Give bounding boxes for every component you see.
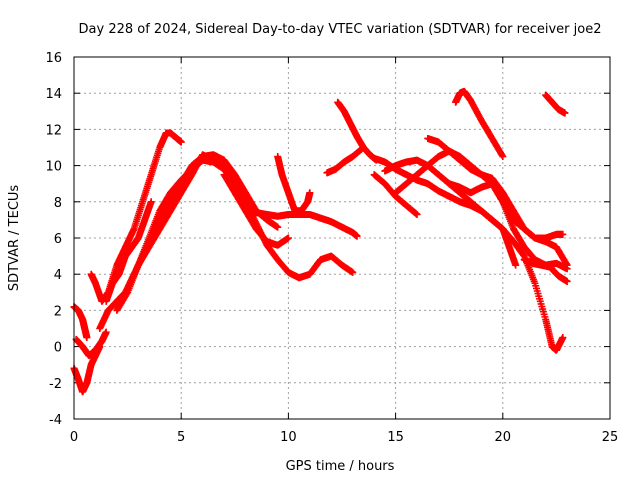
plus-marker	[559, 230, 567, 238]
series-arc13	[370, 154, 567, 354]
plus-marker	[83, 334, 91, 342]
y-tick-label: 8	[54, 196, 62, 211]
plus-marker	[563, 277, 571, 285]
plus-marker	[353, 232, 361, 240]
series-arc9	[220, 171, 292, 249]
y-tick-label: 16	[45, 51, 62, 66]
x-tick-label: 10	[280, 430, 297, 445]
plus-marker	[147, 198, 155, 206]
y-tick-label: -4	[49, 413, 62, 428]
series-arc20	[424, 134, 567, 242]
plus-marker	[349, 268, 357, 276]
series-arc3	[72, 328, 110, 360]
plus-marker	[563, 265, 571, 273]
plus-marker	[177, 138, 185, 146]
series-arc19	[542, 91, 569, 117]
series-arc1	[70, 303, 91, 342]
series-arc4	[87, 129, 185, 305]
series-arc21	[520, 256, 571, 285]
x-tick-label: 25	[602, 430, 619, 445]
y-tick-label: 0	[54, 341, 62, 356]
plus-marker	[274, 223, 282, 231]
y-tick-label: 12	[45, 123, 62, 138]
plus-marker	[413, 210, 421, 218]
plus-marker	[499, 153, 507, 161]
series-arc18	[452, 87, 507, 161]
chart-title: Day 228 of 2024, Sidereal Day-to-day VTE…	[79, 22, 602, 37]
plus-marker	[102, 328, 110, 336]
x-tick-label: 5	[177, 430, 185, 445]
series-arc2	[70, 343, 104, 396]
plus-marker	[284, 234, 292, 242]
y-axis-label: SDTVAR / TECUs	[7, 185, 22, 292]
plot-frame	[73, 56, 611, 420]
series-arc10	[274, 153, 314, 215]
series-arc16	[370, 171, 421, 218]
data-points	[70, 87, 571, 396]
y-tick-label: 14	[45, 87, 62, 102]
series-arc11	[323, 144, 367, 177]
tick-labels: 0 5 10 15 20 25 -4 -2 0 2 4 6 8 10 12 14 16	[45, 51, 618, 445]
x-tick-label: 20	[495, 430, 512, 445]
y-tick-label: 4	[54, 268, 62, 283]
series-arc17	[445, 180, 520, 269]
plus-marker	[512, 261, 520, 269]
y-tick-label: 6	[54, 232, 62, 247]
plus-marker	[559, 334, 567, 342]
y-tick-label: -2	[49, 377, 62, 392]
x-axis-label: GPS time / hours	[286, 459, 395, 474]
y-tick-label: 2	[54, 304, 62, 319]
y-tick-label: 10	[45, 160, 62, 175]
x-tick-label: 15	[387, 430, 404, 445]
plus-marker	[561, 109, 569, 117]
series-arc5	[102, 198, 155, 305]
plus-marker	[306, 189, 314, 197]
x-tick-label: 0	[70, 430, 78, 445]
